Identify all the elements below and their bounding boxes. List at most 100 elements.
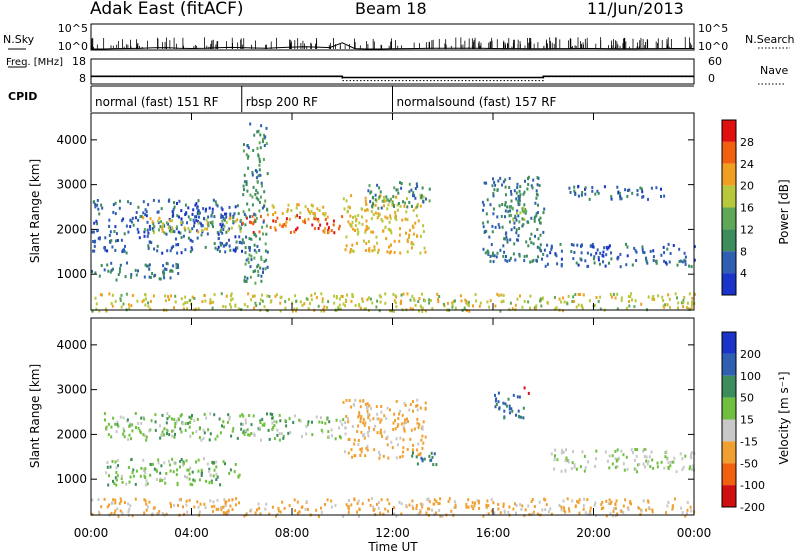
velocity-cell [321, 420, 324, 424]
velocity-cell [222, 420, 225, 424]
velocity-cell [165, 512, 168, 516]
velocity-cell [389, 408, 391, 412]
power-cell [384, 225, 387, 229]
power-cell [172, 264, 175, 268]
power-cell [361, 222, 364, 226]
power-cell [400, 293, 403, 297]
velocity-cell [512, 393, 515, 397]
velocity-cell [364, 421, 367, 425]
power-cell [116, 239, 119, 242]
power-cell [232, 216, 235, 220]
velocity-cell [106, 505, 109, 509]
power-cell [152, 222, 155, 226]
velocity-cell [665, 511, 668, 515]
power-cell [406, 218, 409, 222]
power-cell [529, 260, 532, 264]
power-cell [194, 203, 197, 207]
power-cell [649, 249, 652, 253]
velocity-cell [269, 412, 272, 416]
power-cell [251, 203, 254, 207]
power-cell [171, 219, 174, 223]
power-cell [205, 218, 208, 222]
power-cell [345, 244, 348, 248]
power-cell [243, 275, 246, 279]
power-cell [690, 306, 693, 310]
velocity-cell [342, 515, 345, 518]
power-cell [94, 202, 97, 206]
nsky-ytick-bottom: 10^0 [58, 40, 88, 53]
power-cell [505, 231, 508, 235]
velocity-cell [159, 436, 162, 440]
velocity-cell [508, 404, 511, 408]
power-cell [120, 238, 123, 242]
velocity-cell [589, 509, 592, 513]
power-cell [208, 206, 211, 210]
power-cell [542, 211, 545, 215]
power-cell [388, 251, 391, 255]
power-cell [295, 299, 298, 303]
power-cell [506, 259, 509, 263]
velocity-cell [582, 504, 585, 508]
power-cell [276, 216, 279, 220]
power-cell [180, 236, 183, 239]
velocity-cell [305, 432, 308, 436]
power-cell [341, 295, 344, 298]
velocity-cell [225, 500, 228, 504]
power-cell [177, 243, 180, 247]
nsky-ytick-top: 10^5 [58, 22, 88, 35]
power-cell [134, 268, 137, 272]
velocity-cell [388, 502, 391, 506]
power-cell [260, 274, 263, 278]
velocity-cell [645, 459, 648, 463]
power-cell [512, 218, 515, 222]
velocity-cell [236, 436, 239, 440]
power-cell [95, 307, 98, 311]
velocity-cell [172, 429, 175, 433]
velocity-cell [358, 508, 361, 512]
velocity-cell [623, 468, 626, 472]
power-cell [93, 249, 96, 253]
power-cell [539, 216, 542, 220]
power-cell [204, 209, 207, 213]
velocity-cell [202, 428, 205, 432]
power-cell [322, 307, 325, 311]
velocity-cell [213, 468, 216, 472]
velocity-cell [180, 458, 183, 461]
velocity-cell [168, 415, 171, 419]
power-cell [107, 269, 110, 273]
power-cell [489, 203, 492, 207]
velocity-cell [663, 466, 666, 470]
velocity-cell [107, 422, 110, 426]
power-cell [650, 186, 653, 190]
power-cell [625, 263, 628, 267]
velocity-cell [415, 504, 418, 507]
power-cell [626, 254, 629, 258]
velocity-cell [183, 461, 185, 465]
velocity-cell [254, 511, 257, 515]
velocity-cell [560, 505, 563, 509]
velocity-cell [622, 453, 625, 457]
power-cell [330, 229, 333, 233]
power-cell [680, 301, 683, 305]
power-cell [284, 224, 287, 228]
velocity-cell [366, 409, 369, 413]
power-cell [355, 241, 358, 245]
velocity-cell [433, 498, 436, 502]
velocity-cell [279, 419, 282, 423]
power-cell [525, 240, 528, 244]
power-cell [540, 249, 543, 253]
power-cell [251, 214, 254, 218]
power-cell [91, 269, 93, 273]
velocity-cell [651, 510, 654, 514]
power-cell [259, 298, 262, 302]
power-cell [539, 233, 542, 237]
power-cell [535, 196, 538, 200]
power-cell [514, 258, 517, 262]
velocity-cell [416, 417, 419, 421]
power-cell [489, 299, 492, 303]
velocity-cell [647, 500, 650, 504]
velocity-cell [454, 503, 457, 507]
power-cell [106, 263, 109, 267]
power-cell [381, 199, 384, 203]
velocity-cell [682, 465, 685, 469]
